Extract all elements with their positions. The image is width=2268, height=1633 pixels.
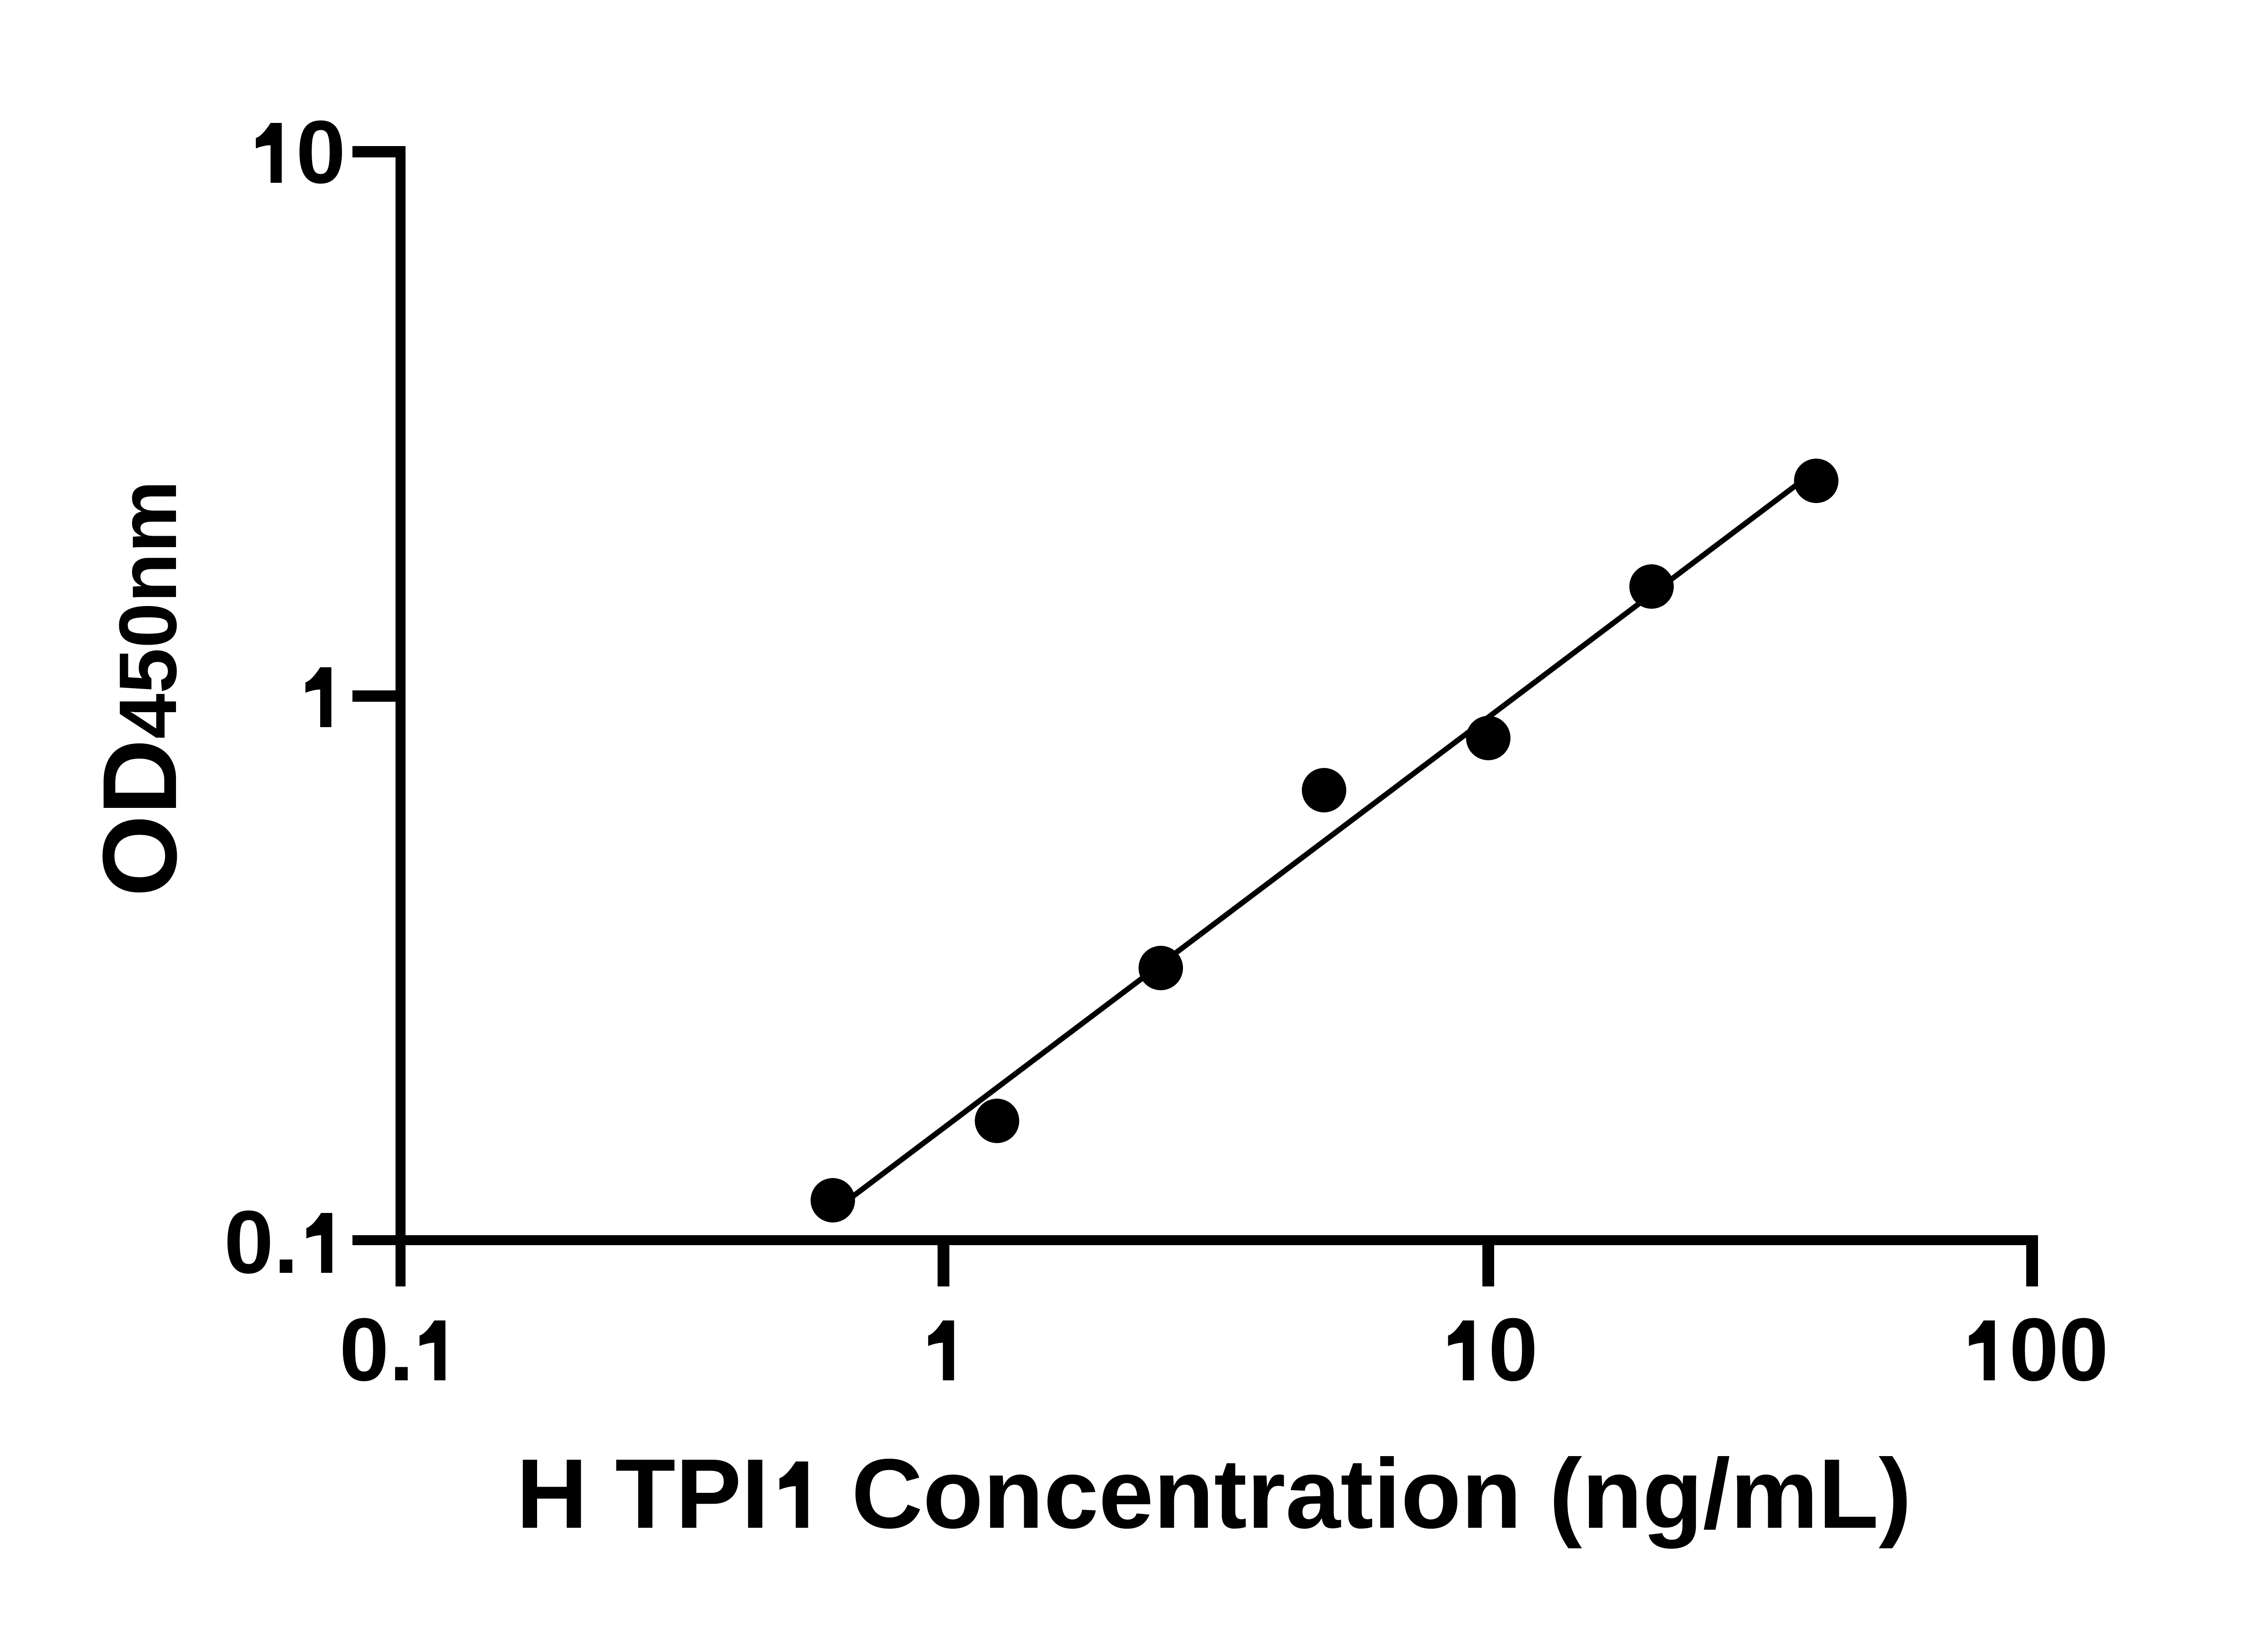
svg-text:0.: 0.	[224, 1192, 298, 1292]
svg-text:0: 0	[296, 102, 346, 202]
svg-text:00: 00	[2009, 1300, 2108, 1399]
svg-text:0.: 0.	[339, 1300, 414, 1399]
svg-text:H TPI: H TPI	[516, 1439, 769, 1549]
svg-text:0: 0	[1488, 1300, 1538, 1399]
svg-text:Concentration (ng/mL): Concentration (ng/mL)	[851, 1439, 1911, 1549]
